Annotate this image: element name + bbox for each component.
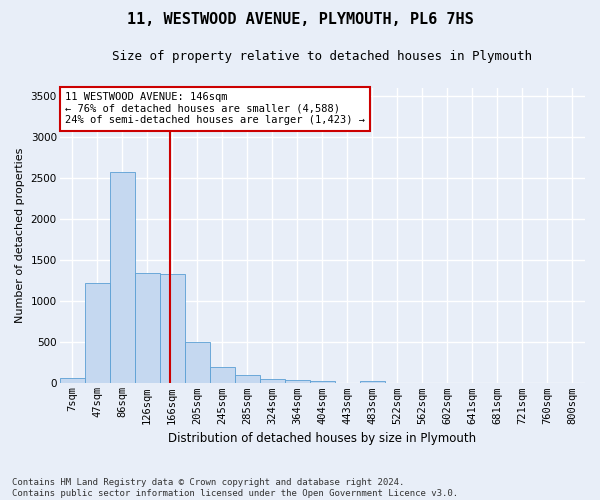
Bar bbox=[160, 274, 185, 384]
Text: Contains HM Land Registry data © Crown copyright and database right 2024.
Contai: Contains HM Land Registry data © Crown c… bbox=[12, 478, 458, 498]
Bar bbox=[210, 368, 235, 384]
Text: 11, WESTWOOD AVENUE, PLYMOUTH, PL6 7HS: 11, WESTWOOD AVENUE, PLYMOUTH, PL6 7HS bbox=[127, 12, 473, 28]
Bar bbox=[310, 381, 335, 384]
Bar bbox=[59, 378, 85, 384]
Bar bbox=[110, 172, 134, 384]
Bar bbox=[260, 380, 285, 384]
Y-axis label: Number of detached properties: Number of detached properties bbox=[15, 148, 25, 324]
Bar bbox=[235, 375, 260, 384]
Title: Size of property relative to detached houses in Plymouth: Size of property relative to detached ho… bbox=[112, 50, 532, 63]
Bar bbox=[134, 274, 160, 384]
Bar bbox=[285, 380, 310, 384]
X-axis label: Distribution of detached houses by size in Plymouth: Distribution of detached houses by size … bbox=[168, 432, 476, 445]
Bar bbox=[85, 283, 110, 384]
Bar bbox=[360, 381, 385, 384]
Text: 11 WESTWOOD AVENUE: 146sqm
← 76% of detached houses are smaller (4,588)
24% of s: 11 WESTWOOD AVENUE: 146sqm ← 76% of deta… bbox=[65, 92, 365, 126]
Bar bbox=[185, 342, 210, 384]
